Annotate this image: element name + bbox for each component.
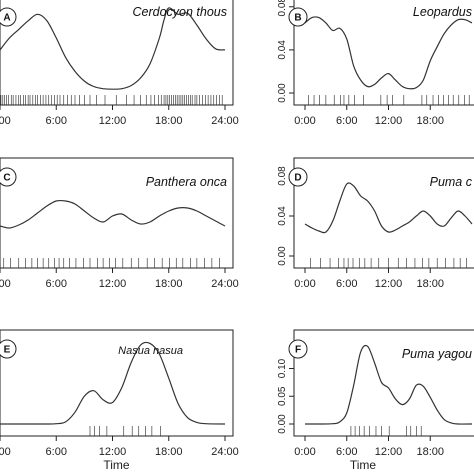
x-tick-label: 6:00 [336,278,357,290]
species-title: Puma yagou [402,347,472,361]
density-curve [0,199,226,229]
species-title: Nasua nasua [118,345,183,357]
x-tick-label: 12:00 [375,278,403,290]
x-axis-label: Time [350,458,377,472]
x-tick-label: 12:00 [375,446,403,458]
density-curve [0,7,226,90]
y-tick-label: 0.08 [277,0,288,17]
panel-letter: C [3,173,10,184]
x-tick-label: 6:00 [46,278,67,290]
panel-letter: D [294,173,301,184]
y-tick-label: 0.00 [277,246,288,266]
y-tick-label: 0.10 [277,358,288,378]
x-tick-label: 0:00 [0,115,11,127]
x-tick-label: 6:00 [336,446,357,458]
x-tick-label: 6:00 [46,115,67,127]
x-tick-label: 18:00 [416,278,444,290]
x-tick-label: 6:00 [336,115,357,127]
x-tick-label: 24:00 [211,446,239,458]
y-tick-label: 0.05 [277,386,288,406]
x-tick-label: 12:00 [99,115,127,127]
y-tick-label: 0.00 [277,414,288,434]
x-tick-label: 24:00 [211,115,239,127]
panel-frame [0,157,234,269]
x-tick-label: 0:00 [294,278,315,290]
panel-a: 0:00 6:00 12:00 18:00 24:00 Cerdocyon thous A [0,0,239,127]
panel-letter: F [295,345,301,356]
species-title: Cerdocyon thous [132,5,227,19]
panel-letter-badge [288,167,308,187]
panel-b: 0:00 6:00 12:00 18:00 0.00 0.04 0.08 Leopardus B [277,0,474,127]
species-title: Leopardus [413,5,472,19]
x-axis-label: Time [103,458,130,472]
x-tick-label: 12:00 [375,115,403,127]
y-tick-label: 0.04 [277,40,288,60]
panel-letter-badge [288,339,308,359]
panel-frame [0,329,234,437]
x-tick-label: 12:00 [99,278,127,290]
panel-letter: E [4,345,11,356]
density-curve [304,182,473,234]
x-tick-label: 6:00 [46,446,67,458]
panel-letter: B [294,13,301,24]
x-tick-label: 18:00 [416,115,444,127]
density-curve [305,344,473,425]
panel-letter-badge [0,339,17,359]
panel-d: 0:00 6:00 12:00 18:00 0.00 0.04 0.08 Puma c D [277,157,474,290]
density-curve [0,341,226,425]
panel-letter-badge [0,167,17,187]
panel-letter-badge [0,7,17,27]
x-tick-label: 0:00 [294,115,315,127]
y-tick-label: 0.08 [277,166,288,186]
panel-frame [293,329,474,437]
density-curve [304,16,473,90]
x-tick-label: 18:00 [416,446,444,458]
y-tick-label: 0.00 [277,83,288,103]
x-tick-label: 24:00 [211,278,239,290]
panel-frame [293,157,474,269]
species-title: Puma c [430,175,473,189]
panel-letter: A [3,13,10,24]
x-tick-label: 0:00 [0,278,11,290]
y-tick-label: 0.04 [277,206,288,226]
species-title: Panthera onca [146,175,227,189]
x-tick-label: 18:00 [155,446,183,458]
x-tick-label: 0:00 [0,446,11,458]
panel-letter-badge [288,7,308,27]
x-tick-label: 12:00 [99,446,127,458]
x-tick-label: 18:00 [155,278,183,290]
panel-c: 0:00 6:00 12:00 18:00 24:00 Panthera onca C [0,157,239,290]
panel-e: 0:00 6:00 12:00 18:00 24:00 Nasua nasua E Time [0,329,239,472]
panel-f: 0:00 6:00 12:00 18:00 0.00 0.05 0.10 Puma yagou… [277,329,474,472]
x-tick-label: 18:00 [155,115,183,127]
x-tick-label: 0:00 [294,446,315,458]
